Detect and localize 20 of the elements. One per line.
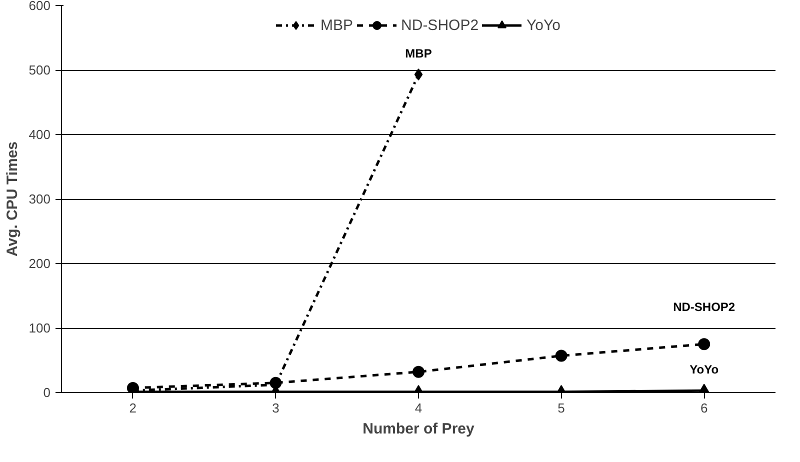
x-tick-label: 2 — [129, 400, 137, 416]
x-tick-label: 6 — [700, 400, 708, 416]
legend-label: MBP — [320, 16, 354, 34]
y-tick-label: 400 — [28, 127, 51, 142]
text: YoYo — [690, 362, 719, 377]
y-tick-label: 0 — [43, 385, 51, 400]
x-tick-label: 4 — [414, 400, 422, 416]
x-tick-label: 5 — [558, 400, 565, 416]
y-tick-label: 500 — [28, 62, 51, 78]
text: ND-SHOP2 — [673, 300, 736, 314]
y-tick-label: 300 — [28, 192, 51, 206]
y-tick-label: 100 — [28, 320, 51, 336]
y-tick-label: 600 — [28, 0, 51, 13]
legend-label: ND-SHOP2 — [401, 16, 479, 34]
x-axis-title: Number of Prey — [362, 420, 476, 438]
x-tick-label: 3 — [272, 400, 280, 416]
y-axis-title: Avg. CPU Times — [4, 141, 21, 257]
text: MBP — [405, 46, 432, 61]
legend-label: YoYo — [526, 16, 560, 34]
y-tick-label: 200 — [28, 256, 51, 271]
